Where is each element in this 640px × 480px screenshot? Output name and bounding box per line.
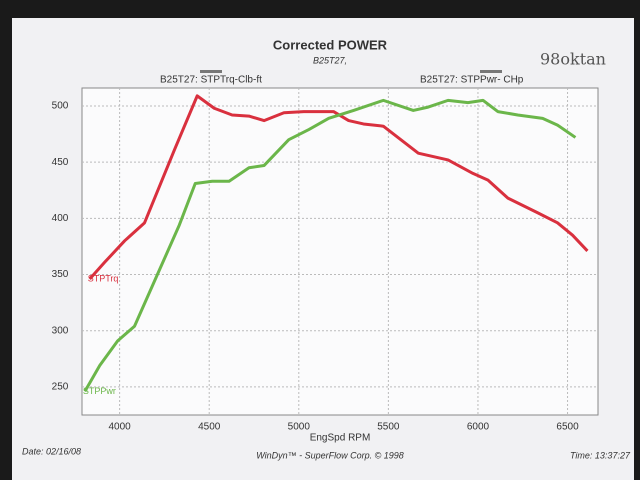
series-tag: STPTrq	[88, 273, 119, 283]
legend-swatch	[200, 70, 222, 73]
chart-title: Corrected POWER	[273, 37, 388, 52]
series-line	[88, 94, 589, 281]
legend-label: B25T27: STPTrq-Clb-ft	[160, 75, 262, 86]
x-tick-label: 4000	[109, 422, 132, 433]
series-tag: STPPwr	[83, 386, 116, 396]
footer-date: Date: 02/16/08	[22, 446, 81, 456]
y-tick-label: 400	[52, 213, 69, 224]
x-tick-label: 5000	[288, 422, 311, 433]
y-tick-label: 250	[52, 382, 69, 393]
footer-credit: WinDyn™ - SuperFlow Corp. © 1998	[256, 450, 404, 460]
x-tick-label: 6500	[556, 422, 579, 433]
y-tick-label: 500	[52, 101, 69, 112]
y-tick-label: 300	[52, 325, 69, 336]
handwritten-note: 98oktan	[540, 50, 606, 69]
x-axis-label: EngSpd RPM	[310, 433, 371, 444]
legend-swatch	[480, 70, 502, 73]
chart-subtitle: B25T27,	[313, 55, 347, 65]
plot-area	[81, 87, 599, 416]
x-tick-label: 5500	[377, 422, 400, 433]
series-line	[83, 98, 577, 393]
x-tick-label: 4500	[198, 422, 221, 433]
x-tick-label: 6000	[467, 422, 490, 433]
y-tick-label: 350	[52, 269, 69, 280]
legend-label: B25T27: STPPwr- CHp	[420, 75, 524, 86]
footer-time: Time: 13:37:27	[570, 450, 631, 460]
y-tick-label: 450	[52, 157, 69, 168]
